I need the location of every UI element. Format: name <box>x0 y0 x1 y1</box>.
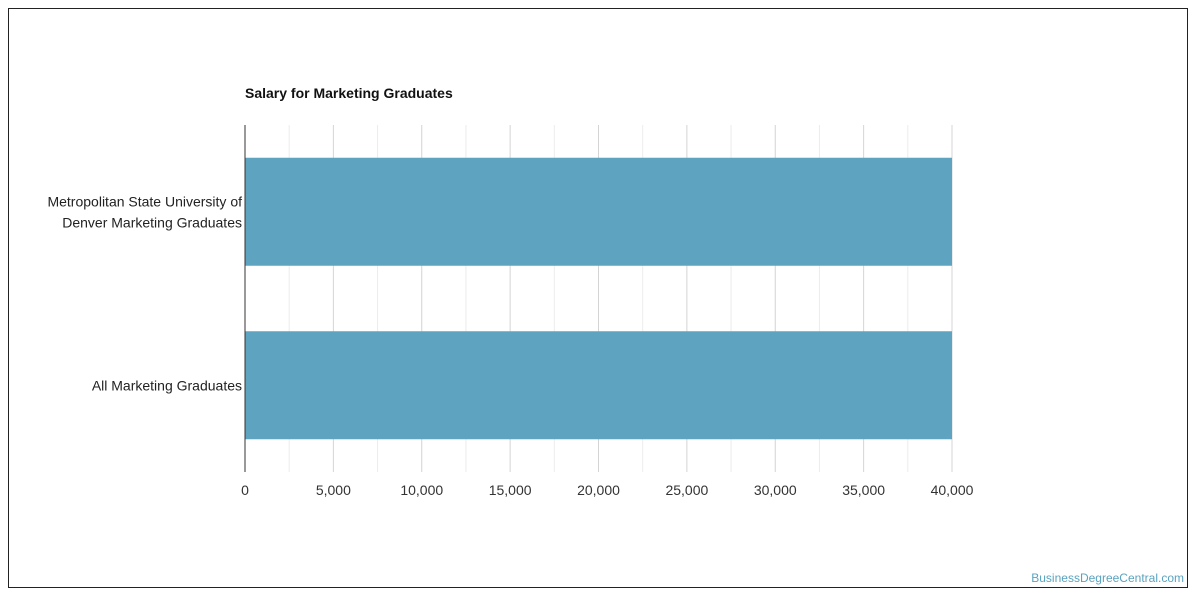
x-tick-label: 25,000 <box>665 482 708 498</box>
x-tick-label: 40,000 <box>931 482 974 498</box>
chart-title: Salary for Marketing Graduates <box>245 85 453 101</box>
x-tick-label: 20,000 <box>577 482 620 498</box>
bar <box>245 331 952 440</box>
x-tick-label: 0 <box>241 482 249 498</box>
x-tick-label: 30,000 <box>754 482 797 498</box>
bar <box>245 157 952 266</box>
x-tick-label: 10,000 <box>400 482 443 498</box>
x-tick-label: 15,000 <box>489 482 532 498</box>
source-watermark[interactable]: BusinessDegreeCentral.com <box>1031 571 1184 585</box>
x-tick-label: 35,000 <box>842 482 885 498</box>
x-tick-label: 5,000 <box>316 482 351 498</box>
category-label: Metropolitan State University of <box>47 193 242 209</box>
category-label: All Marketing Graduates <box>92 377 242 393</box>
category-label: Denver Marketing Graduates <box>62 214 242 230</box>
